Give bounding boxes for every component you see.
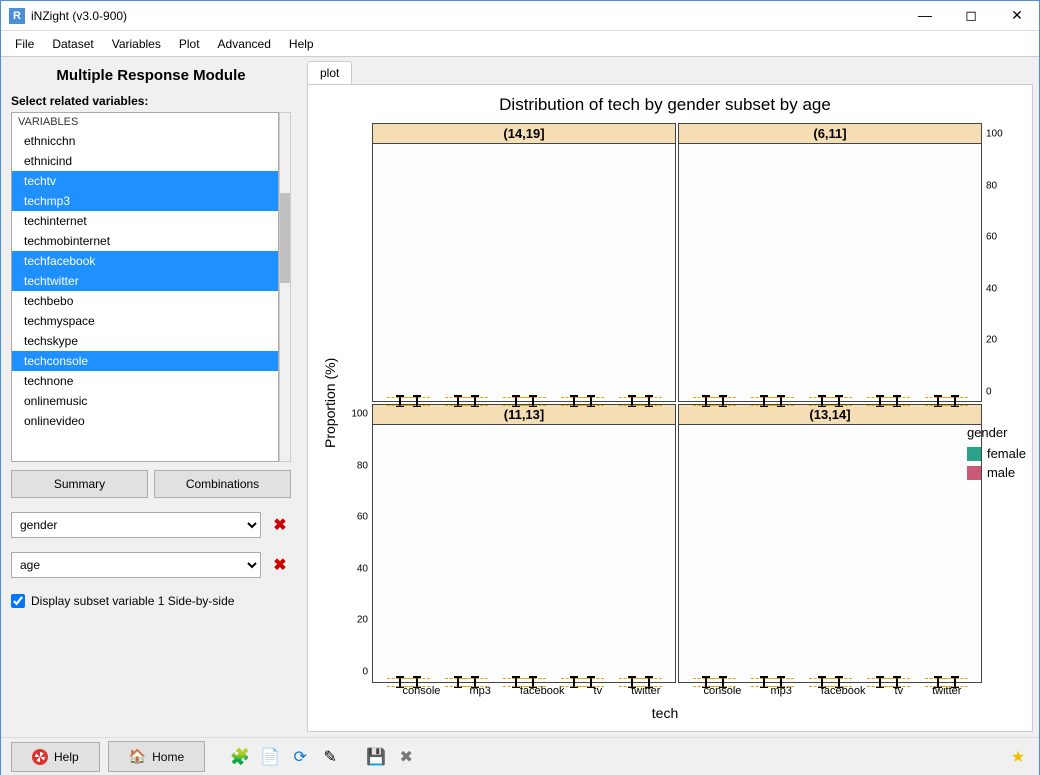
legend-item: female [967, 446, 1026, 461]
varlist-item[interactable]: techinternet [12, 211, 278, 231]
panel-title: (14,19] [373, 124, 675, 144]
window-title: iNZight (v3.0-900) [31, 9, 911, 23]
legend-title: gender [967, 425, 1026, 440]
clear-subset1-button[interactable]: ✖ [269, 514, 291, 536]
legend: gender female male [967, 425, 1026, 484]
home-icon: 🏠 [129, 748, 146, 765]
bottom-toolbar: Help 🏠Home 🧩 📄 ⟳ ✎ 💾 ✖ ★ [1, 737, 1039, 775]
help-icon [32, 749, 48, 765]
menu-advanced[interactable]: Advanced [210, 33, 279, 55]
menu-file[interactable]: File [7, 33, 42, 55]
panel-title: (6,11] [679, 124, 981, 144]
plot-area: plot Distribution of tech by gender subs… [301, 57, 1039, 737]
menu-variables[interactable]: Variables [104, 33, 169, 55]
y-axis-label: Proportion (%) [318, 123, 342, 683]
subset1-select[interactable]: gender [11, 512, 261, 538]
star-icon[interactable]: ★ [1007, 746, 1029, 768]
varlist-item[interactable]: techmobinternet [12, 231, 278, 251]
scrollbar[interactable] [279, 112, 291, 462]
close-button[interactable]: ✕ [1003, 7, 1031, 24]
combinations-button[interactable]: Combinations [154, 470, 291, 498]
varlist-item[interactable]: techtv [12, 171, 278, 191]
varlist-item[interactable]: techconsole [12, 351, 278, 371]
sidebar: Multiple Response Module Select related … [1, 57, 301, 737]
varlist-item[interactable]: techfacebook [12, 251, 278, 271]
varlist-item[interactable]: techbebo [12, 291, 278, 311]
plot-canvas: Distribution of tech by gender subset by… [307, 84, 1033, 732]
chart-panel: (6,11] [678, 123, 982, 402]
delete-icon[interactable]: ✖ [395, 746, 417, 768]
menu-bar: FileDatasetVariablesPlotAdvancedHelp [1, 31, 1039, 57]
save-icon[interactable]: 💾 [365, 746, 387, 768]
home-button[interactable]: 🏠Home [108, 741, 205, 772]
edit-icon[interactable]: ✎ [319, 746, 341, 768]
snapshot-icon[interactable]: 🧩 [229, 746, 251, 768]
varlist-item[interactable]: techtwitter [12, 271, 278, 291]
menu-help[interactable]: Help [281, 33, 322, 55]
app-icon: R [9, 8, 25, 24]
variable-list[interactable]: VARIABLES ethnicchnethnicindtechtvtechmp… [11, 112, 279, 462]
plot-tab[interactable]: plot [307, 61, 352, 84]
legend-label: male [987, 465, 1015, 480]
varlist-header: VARIABLES [12, 113, 278, 131]
summary-button[interactable]: Summary [11, 470, 148, 498]
help-button[interactable]: Help [11, 742, 100, 772]
varlist-item[interactable]: techmp3 [12, 191, 278, 211]
minimize-button[interactable]: — [911, 7, 939, 24]
refresh-icon[interactable]: ⟳ [289, 746, 311, 768]
clear-subset2-button[interactable]: ✖ [269, 554, 291, 576]
varlist-item[interactable]: techmyspace [12, 311, 278, 331]
x-axis-label: tech [318, 705, 1012, 721]
panel-title: (11,13] [373, 405, 675, 425]
section-label: Select related variables: [11, 94, 291, 108]
chart-panel: (14,19] [372, 123, 676, 402]
title-bar: R iNZight (v3.0-900) — ◻ ✕ [1, 1, 1039, 31]
chart-panel: (13,14] [678, 404, 982, 683]
maximize-button[interactable]: ◻ [957, 7, 985, 24]
varlist-item[interactable]: ethnicind [12, 151, 278, 171]
legend-swatch [967, 466, 981, 480]
scrollbar-thumb[interactable] [280, 193, 290, 283]
side-by-side-checkbox[interactable] [11, 594, 25, 608]
legend-item: male [967, 465, 1026, 480]
side-by-side-label: Display subset variable 1 Side-by-side [31, 594, 234, 608]
new-icon[interactable]: 📄 [259, 746, 281, 768]
plot-title: Distribution of tech by gender subset by… [318, 95, 1012, 115]
subset2-select[interactable]: age [11, 552, 261, 578]
menu-plot[interactable]: Plot [171, 33, 208, 55]
varlist-item[interactable]: techskype [12, 331, 278, 351]
chart-panel: (11,13] [372, 404, 676, 683]
panel-title: (13,14] [679, 405, 981, 425]
varlist-item[interactable]: ethnicchn [12, 131, 278, 151]
module-title: Multiple Response Module [11, 67, 291, 84]
legend-label: female [987, 446, 1026, 461]
legend-swatch [967, 447, 981, 461]
varlist-item[interactable]: technone [12, 371, 278, 391]
menu-dataset[interactable]: Dataset [44, 33, 101, 55]
varlist-item[interactable]: onlinevideo [12, 411, 278, 431]
varlist-item[interactable]: onlinemusic [12, 391, 278, 411]
